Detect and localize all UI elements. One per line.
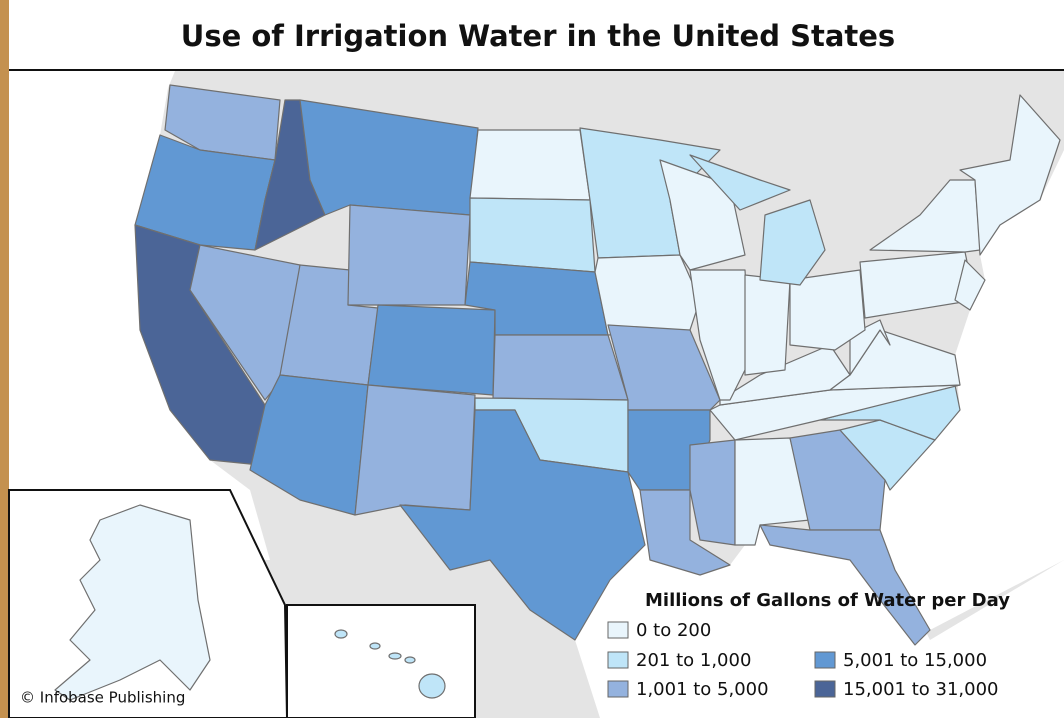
legend-label: 5,001 to 15,000 bbox=[843, 650, 987, 671]
legend-swatch bbox=[814, 680, 836, 698]
state-hawaii bbox=[418, 673, 446, 699]
gulf-ocean bbox=[400, 472, 1064, 718]
state bbox=[354, 384, 476, 516]
state bbox=[399, 409, 646, 641]
legend-label: 201 to 1,000 bbox=[636, 650, 751, 671]
state bbox=[839, 419, 936, 491]
states bbox=[134, 84, 1061, 646]
state bbox=[492, 334, 629, 401]
atlantic-ocean bbox=[880, 150, 1064, 630]
state bbox=[469, 129, 591, 201]
state bbox=[954, 259, 986, 311]
state-hawaii bbox=[388, 652, 402, 660]
state bbox=[959, 94, 1061, 256]
state bbox=[759, 524, 931, 646]
pacific-ocean bbox=[9, 71, 270, 560]
legend-swatch bbox=[607, 651, 629, 669]
state bbox=[689, 154, 791, 211]
legend-swatch bbox=[814, 651, 836, 669]
state bbox=[789, 269, 866, 351]
state-alaska bbox=[54, 504, 211, 701]
state-hawaii bbox=[404, 656, 416, 664]
state bbox=[367, 304, 496, 396]
inset-states bbox=[54, 504, 446, 701]
state bbox=[829, 329, 961, 391]
state bbox=[347, 204, 471, 306]
legend-label: 15,001 to 31,000 bbox=[843, 679, 998, 700]
map-title: Use of Irrigation Water in the United St… bbox=[181, 19, 895, 53]
state bbox=[594, 254, 701, 336]
legend-title: Millions of Gallons of Water per Day bbox=[645, 590, 1010, 611]
legend: 0 to 200 201 to 1,000 1,001 to 5,000 5,001 … bbox=[607, 620, 998, 700]
title-bar bbox=[9, 0, 1064, 70]
legend-swatch bbox=[607, 680, 629, 698]
state bbox=[689, 269, 751, 401]
state bbox=[759, 199, 826, 286]
state-hawaii bbox=[369, 642, 381, 650]
credit: © Infobase Publishing bbox=[20, 689, 185, 707]
state bbox=[689, 439, 736, 546]
legend-label: 0 to 200 bbox=[636, 620, 711, 641]
state bbox=[469, 197, 596, 273]
legend-label: 1,001 to 5,000 bbox=[636, 679, 769, 700]
state bbox=[789, 429, 886, 531]
state bbox=[744, 274, 791, 376]
state-hawaii bbox=[334, 629, 348, 639]
hawaii-inset bbox=[286, 604, 476, 718]
legend-swatch bbox=[607, 621, 629, 639]
